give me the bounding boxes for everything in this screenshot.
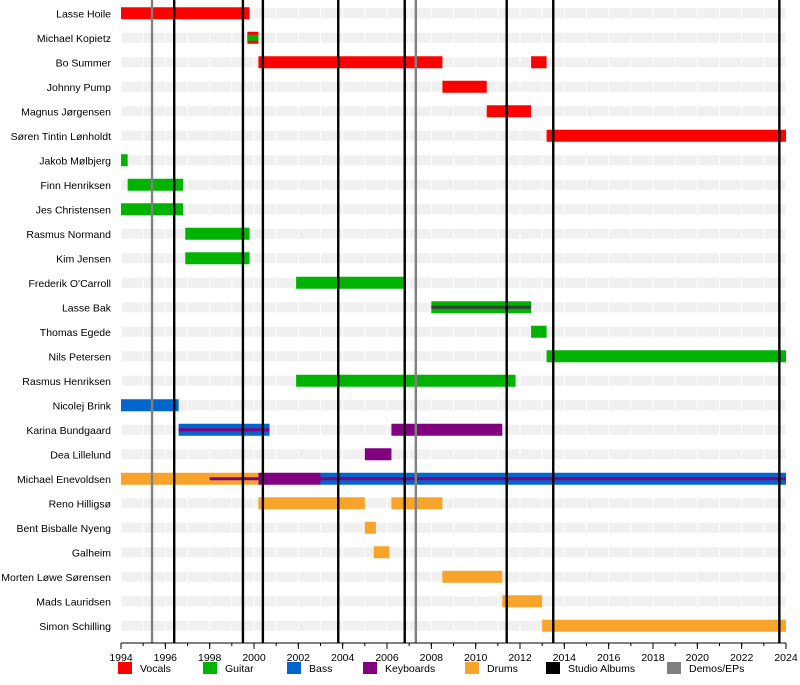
member-span-bar xyxy=(296,276,405,289)
member-labels: Lasse Hoile Michael Kopietz Bo Summer Johnn… xyxy=(1,8,111,633)
x-tick-label: 2018 xyxy=(641,652,665,664)
member-span-bar xyxy=(531,56,547,69)
legend-swatch-demos xyxy=(667,662,681,674)
member-span-bar xyxy=(373,546,390,559)
member-span-bar xyxy=(542,619,786,632)
member-span-bar xyxy=(364,448,392,461)
member-label: Thomas Egede xyxy=(40,327,111,339)
x-tick-label: 2002 xyxy=(287,652,311,664)
legend-label-demos: Demos/EPs xyxy=(689,663,744,675)
x-axis: 1994 1996 1998 2000 2002 2004 2006 2008 2010 2012… xyxy=(109,642,798,664)
member-label: Simon Schilling xyxy=(39,621,111,633)
legend: Vocals Guitar Bass Keyboards Drums Studio Alb… xyxy=(118,662,744,675)
member-span-bar xyxy=(546,129,786,142)
member-span-bar xyxy=(442,570,503,583)
legend-swatch-drums xyxy=(465,662,479,674)
x-tick-label: 1996 xyxy=(154,652,178,664)
member-span-bar xyxy=(185,252,250,265)
member-span-bar xyxy=(121,154,128,167)
member-span-bar xyxy=(121,472,259,485)
member-label: Mads Lauridsen xyxy=(36,596,111,608)
member-label: Johnny Pump xyxy=(47,82,111,94)
member-span-bar xyxy=(442,80,487,93)
legend-swatch-bass xyxy=(287,662,301,674)
member-label: Nils Petersen xyxy=(49,351,112,363)
legend-swatch-guitar xyxy=(203,662,217,674)
member-label: Michael Kopietz xyxy=(37,33,111,45)
gridlines xyxy=(120,0,787,643)
legend-label-vocals: Vocals xyxy=(140,663,171,675)
member-label: Frederik O'Carroll xyxy=(28,278,111,290)
member-span-bar xyxy=(258,497,365,510)
member-label: Rasmus Henriksen xyxy=(22,376,111,388)
x-tick-label: 2016 xyxy=(597,652,621,664)
member-span-bar xyxy=(121,399,179,412)
member-span-bar xyxy=(502,595,543,608)
x-tick-label: 1994 xyxy=(109,652,133,664)
legend-label-keyboards: Keyboards xyxy=(385,663,435,675)
member-span-bar xyxy=(391,423,503,436)
member-label: Nicolej Brink xyxy=(53,400,112,412)
member-span-bar xyxy=(486,105,532,118)
member-label: Kim Jensen xyxy=(56,253,111,265)
member-label: Magnus Jørgensen xyxy=(21,106,111,118)
member-span-bar xyxy=(185,227,250,240)
member-span-bar xyxy=(531,325,547,338)
x-tick-label: 2022 xyxy=(730,652,754,664)
member-label: Lasse Bak xyxy=(62,302,112,314)
x-tick-label: 2000 xyxy=(242,652,266,664)
member-label: Michael Enevoldsen xyxy=(17,474,111,486)
member-label: Jakob Mølbjerg xyxy=(39,155,111,167)
x-tick-label: 2006 xyxy=(375,652,399,664)
x-tick-label: 2012 xyxy=(508,652,532,664)
member-label: Morten Løwe Sørensen xyxy=(1,572,111,584)
x-tick-label: 2020 xyxy=(686,652,710,664)
member-span-bar xyxy=(121,7,250,20)
member-label: Galheim xyxy=(72,547,111,559)
x-tick-label: 2004 xyxy=(331,652,355,664)
legend-swatch-vocals xyxy=(118,662,132,674)
x-tick-label: 1998 xyxy=(198,652,222,664)
member-span-bar xyxy=(546,350,786,363)
member-span-bar xyxy=(258,472,321,485)
member-label: Lasse Hoile xyxy=(56,8,111,20)
member-label: Bent Bisballe Nyeng xyxy=(16,523,111,535)
x-tick-label: 2008 xyxy=(420,652,444,664)
member-span-secondary xyxy=(431,305,532,309)
legend-swatch-studio xyxy=(546,662,560,674)
member-span-secondary xyxy=(209,477,259,481)
legend-swatch-keyboards xyxy=(363,662,377,674)
x-tick-label: 2010 xyxy=(464,652,488,664)
member-span-bar xyxy=(127,178,184,191)
member-span-secondary xyxy=(178,428,270,432)
member-label: Søren Tintin Lønholdt xyxy=(11,131,111,143)
member-label: Karina Bundgaard xyxy=(26,425,111,437)
member-span-bar xyxy=(364,521,376,534)
album-lines xyxy=(150,0,781,643)
legend-label-studio: Studio Albums xyxy=(568,663,635,675)
legend-label-guitar: Guitar xyxy=(225,663,254,675)
x-tick-label: 2024 xyxy=(774,652,798,664)
member-label: Reno Hilligsø xyxy=(49,498,112,510)
member-label: Bo Summer xyxy=(56,57,112,69)
member-label: Dea Lillelund xyxy=(50,449,111,461)
member-label: Rasmus Normand xyxy=(26,229,111,241)
x-tick-label: 2014 xyxy=(553,652,577,664)
legend-label-bass: Bass xyxy=(309,663,332,675)
member-span-secondary xyxy=(247,34,259,41)
member-label: Finn Henriksen xyxy=(40,180,111,192)
member-label: Jes Christensen xyxy=(36,204,111,216)
legend-label-drums: Drums xyxy=(487,663,518,675)
member-span-bar xyxy=(258,56,443,69)
